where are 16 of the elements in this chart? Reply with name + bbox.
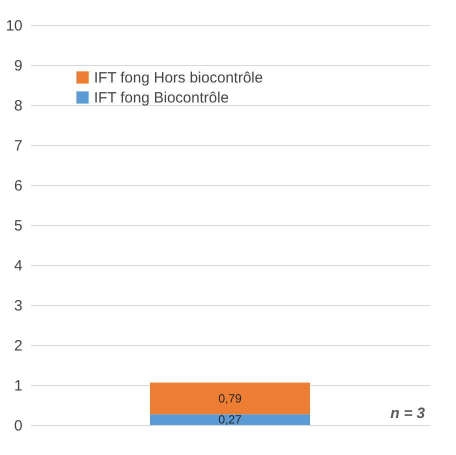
y-tick-label: 9 [14,58,22,74]
y-tick-label: 10 [6,18,22,34]
y-tick-label: 1 [14,378,22,394]
annotation: n = 3 [390,405,426,422]
y-tick-label: 7 [14,138,22,154]
legend-label: IFT fong Hors biocontrôle [94,70,263,86]
y-tick-label: 5 [14,218,22,234]
legend-label: IFT fong Biocontrôle [94,90,229,106]
y-tick-label: 4 [14,258,22,274]
y-tick-label: 3 [14,298,22,314]
y-tick-label: 2 [14,338,22,354]
data-label: 0,27 [218,412,242,427]
y-tick-label: 0 [14,418,22,434]
y-tick-label: 8 [14,98,22,114]
data-label: 0,79 [218,391,242,406]
y-tick-label: 6 [14,178,22,194]
